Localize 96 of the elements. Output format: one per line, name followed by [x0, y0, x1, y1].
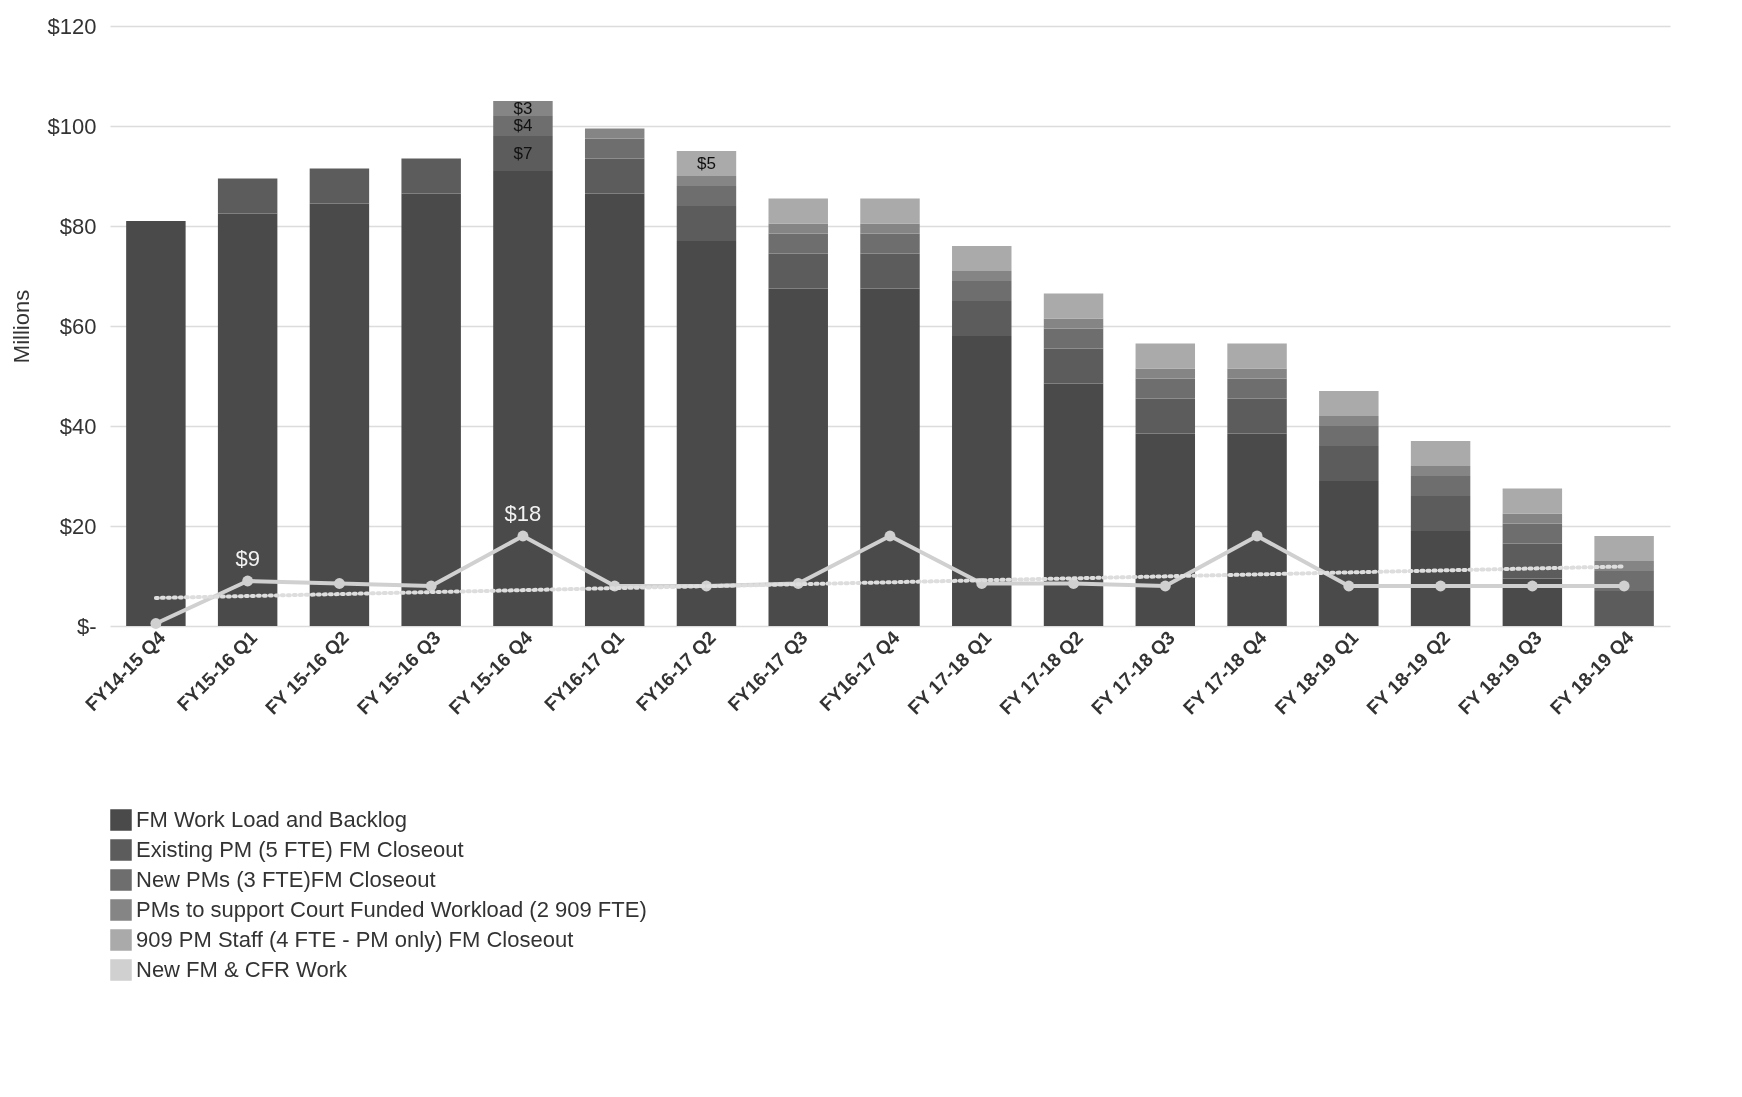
bar — [860, 253, 920, 289]
bar — [1135, 368, 1196, 379]
bar — [952, 336, 1012, 626]
bar — [1043, 293, 1104, 319]
legend-label: New PMs (3 FTE)FM Closeout — [136, 867, 436, 892]
point — [884, 530, 896, 542]
bar — [1410, 496, 1471, 531]
bar — [860, 233, 920, 254]
bar — [1135, 433, 1196, 626]
point — [1159, 580, 1171, 592]
point — [425, 580, 437, 592]
bar — [1043, 318, 1104, 329]
bar — [676, 186, 737, 206]
bar — [1319, 391, 1379, 416]
bar — [676, 206, 737, 241]
bar — [768, 198, 828, 224]
bar — [309, 168, 370, 204]
y-tick-label: $20 — [59, 513, 97, 539]
bar — [1227, 343, 1287, 369]
bar — [1594, 536, 1654, 561]
y-tick-label: $120 — [47, 13, 97, 39]
bar — [217, 213, 278, 626]
bar — [768, 223, 828, 234]
legend-label: New FM & CFR Work — [136, 957, 349, 982]
bar — [1319, 481, 1379, 626]
data-label: $5 — [697, 153, 716, 173]
bar — [584, 193, 645, 626]
point — [242, 575, 254, 587]
point — [1251, 530, 1263, 542]
point — [1526, 580, 1538, 592]
bar — [860, 198, 920, 224]
bar — [126, 221, 186, 626]
bar — [952, 271, 1012, 281]
bar — [584, 138, 645, 159]
data-label: $9 — [235, 546, 260, 571]
bar — [1502, 523, 1563, 544]
y-axis-title: Millions — [8, 289, 34, 364]
bar — [1410, 466, 1471, 476]
bar — [217, 178, 278, 214]
y-tick-label: $40 — [59, 413, 97, 439]
point — [517, 530, 529, 542]
point — [1618, 580, 1630, 592]
bar — [401, 158, 461, 194]
point — [333, 578, 345, 589]
bar — [952, 281, 1012, 301]
bar — [1043, 328, 1104, 349]
point — [1435, 580, 1447, 592]
bar — [1043, 383, 1104, 626]
legend-label: PMs to support Court Funded Workload (2 909 FTE) — [136, 897, 647, 922]
bar — [584, 158, 645, 194]
bar — [1227, 368, 1287, 379]
y-tick-label: $80 — [59, 213, 97, 239]
bar — [768, 233, 828, 254]
bar — [1410, 476, 1471, 496]
legend-label: 909 PM Staff (4 FTE - PM only) FM Closeout — [136, 927, 574, 952]
bar — [1227, 398, 1287, 434]
legend-label: Existing PM (5 FTE) FM Closeout — [136, 837, 464, 862]
bar — [1227, 378, 1287, 399]
bar — [493, 171, 553, 626]
data-label: $3 — [513, 98, 533, 118]
legend-label: FM Work Load and Backlog — [136, 807, 408, 832]
bar — [1227, 433, 1287, 626]
bar — [768, 288, 828, 626]
bar — [860, 288, 920, 626]
bar — [860, 223, 920, 234]
y-tick-label: $100 — [47, 113, 97, 139]
bar — [1319, 446, 1379, 481]
bar — [1135, 398, 1196, 434]
bar — [1594, 591, 1654, 626]
bar — [1319, 416, 1379, 426]
bar — [401, 193, 461, 626]
bar — [584, 128, 645, 139]
bar — [1319, 426, 1379, 446]
bar — [1502, 488, 1563, 514]
y-tick-label: $- — [76, 613, 97, 639]
bar — [309, 203, 370, 626]
bar — [1410, 441, 1471, 466]
bar — [952, 246, 1012, 271]
bar — [1502, 543, 1563, 579]
data-label: $18 — [504, 501, 542, 526]
data-label: $7 — [513, 143, 533, 163]
point — [150, 618, 162, 629]
bar — [1502, 578, 1563, 626]
bar — [768, 253, 828, 289]
bar — [1410, 531, 1471, 626]
bar — [1043, 348, 1104, 384]
bar — [952, 301, 1012, 336]
bar — [676, 176, 737, 186]
bar — [1135, 343, 1196, 369]
bar — [1135, 378, 1196, 399]
y-tick-label: $60 — [59, 313, 97, 339]
data-label: $4 — [513, 116, 533, 135]
bar — [493, 136, 553, 171]
point — [1343, 580, 1355, 592]
bar — [1502, 513, 1563, 524]
bar — [676, 241, 737, 626]
